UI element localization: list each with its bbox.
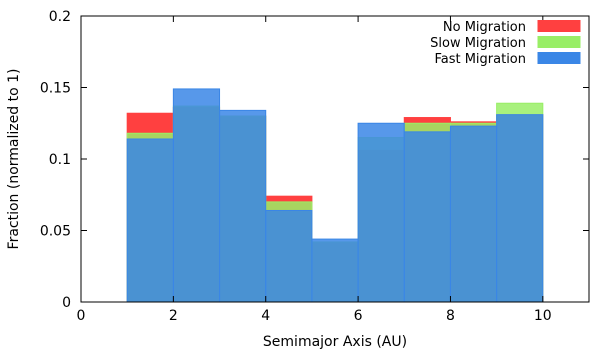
legend-swatch (537, 36, 581, 48)
y-tick-label: 0.05 (40, 224, 71, 240)
y-axis-ticks: 0 0.05 0.1 0.15 0.2 (40, 9, 589, 311)
bar-fast-migration-9 (496, 114, 544, 303)
bar-fast-migration-5 (311, 238, 359, 303)
y-tick-label: 0.2 (49, 9, 71, 25)
y-tick-label: 0 (62, 295, 71, 311)
legend-swatch (537, 20, 581, 32)
x-axis-label: Semimajor Axis (AU) (263, 334, 407, 349)
x-axis-ticks: 0 2 4 6 8 10 (77, 16, 552, 324)
x-tick-label: 10 (534, 308, 552, 324)
bar-fast-migration-7 (403, 131, 451, 303)
x-tick-label: 4 (261, 308, 270, 324)
y-axis-label: Fraction (normalized to 1) (6, 69, 22, 250)
x-tick-label: 0 (77, 308, 86, 324)
x-tick-label: 8 (446, 308, 455, 324)
legend-label: Fast Migration (434, 52, 526, 67)
bars-layer (126, 88, 544, 303)
bar-fast-migration-4 (265, 209, 313, 303)
bar-fast-migration-1 (126, 138, 174, 303)
bar-fast-migration-3 (219, 109, 267, 303)
legend-swatch (537, 52, 581, 64)
y-tick-label: 0.1 (49, 152, 71, 168)
x-tick-label: 2 (169, 308, 178, 324)
legend-label: No Migration (443, 20, 526, 35)
x-tick-label: 6 (354, 308, 363, 324)
bar-fast-migration-2 (172, 88, 221, 303)
legend-label: Slow Migration (430, 36, 526, 51)
y-tick-label: 0.15 (40, 81, 71, 97)
bar-fast-migration-8 (449, 125, 498, 303)
bar-fast-migration-6 (357, 122, 405, 303)
